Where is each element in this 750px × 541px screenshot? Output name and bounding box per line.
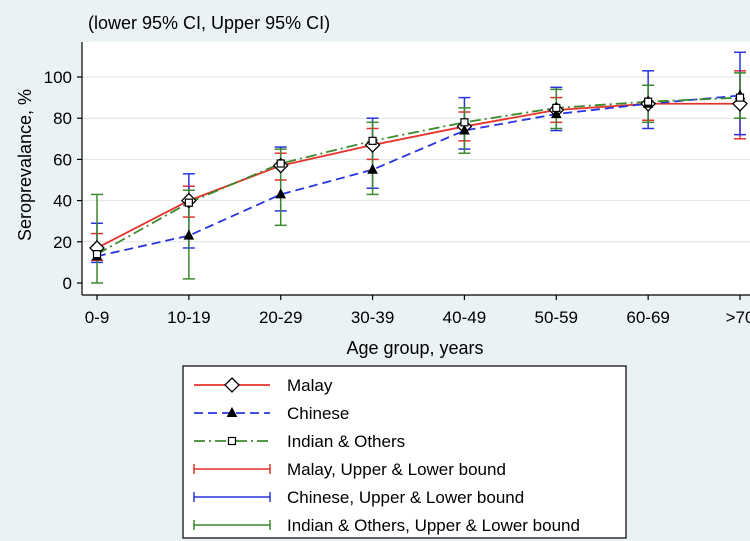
marker-2-0 [92, 250, 102, 259]
marker-2-7 [735, 93, 745, 102]
marker-2-5 [552, 103, 561, 113]
x-tick-label: 30-39 [351, 308, 394, 327]
x-tick-label: 50-59 [535, 308, 578, 327]
y-tick-label: 60 [53, 150, 72, 169]
marker-1-2 [275, 188, 287, 199]
legend-label: Malay, Upper & Lower bound [287, 460, 506, 479]
series-lines [96, 94, 741, 258]
marker-2-6 [644, 97, 653, 106]
x-tick-label: 10-19 [167, 308, 210, 327]
marker-2-3 [368, 136, 377, 145]
marker-1-3 [367, 163, 378, 174]
axes: 0 20 40 60 80 100 0-9 10-19 20-29 30-39 40-49 50-59… [44, 42, 750, 327]
y-axis-title: Seroprevalance, % [15, 89, 35, 241]
series-line-2 [96, 96, 741, 255]
marker-2-2 [276, 159, 285, 168]
x-tick-label: 20-29 [259, 308, 302, 327]
y-tick-label: 100 [44, 68, 72, 87]
x-tick-label: 40-49 [443, 308, 486, 327]
legend-box [182, 365, 627, 539]
y-tick-label: 40 [53, 192, 72, 211]
marker-1-1 [183, 229, 195, 240]
legend-marker-2 [227, 436, 237, 446]
legend: Malay Chinese Indian & Others Malay, Upper … [193, 376, 580, 535]
x-tick-label: 60-69 [626, 308, 669, 327]
series-markers [89, 89, 748, 261]
y-tick-label: 20 [53, 233, 72, 252]
marker-2-4 [460, 118, 469, 127]
series-line-1 [96, 94, 741, 258]
legend-label: Indian & Others [287, 432, 405, 451]
legend-label: Malay [287, 376, 333, 395]
marker-1-5 [550, 108, 562, 119]
x-tick-label: >70 [726, 308, 750, 327]
legend-marker-0 [224, 377, 240, 393]
y-tick-label: 80 [53, 109, 72, 128]
marker-2-1 [184, 198, 193, 207]
legend-label: Indian & Others, Upper & Lower bound [287, 516, 580, 535]
y-tick-label: 0 [63, 274, 72, 293]
x-tick-label: 0-9 [85, 308, 110, 327]
marker-1-4 [459, 124, 470, 135]
x-axis-title: Age group, years [346, 338, 483, 358]
legend-label: Chinese, Upper & Lower bound [287, 488, 524, 507]
ci-note: (lower 95% CI, Upper 95% CI) [88, 13, 330, 33]
plot-background [82, 42, 750, 295]
legend-label: Chinese [287, 404, 349, 423]
legend-marker-1 [226, 406, 238, 417]
